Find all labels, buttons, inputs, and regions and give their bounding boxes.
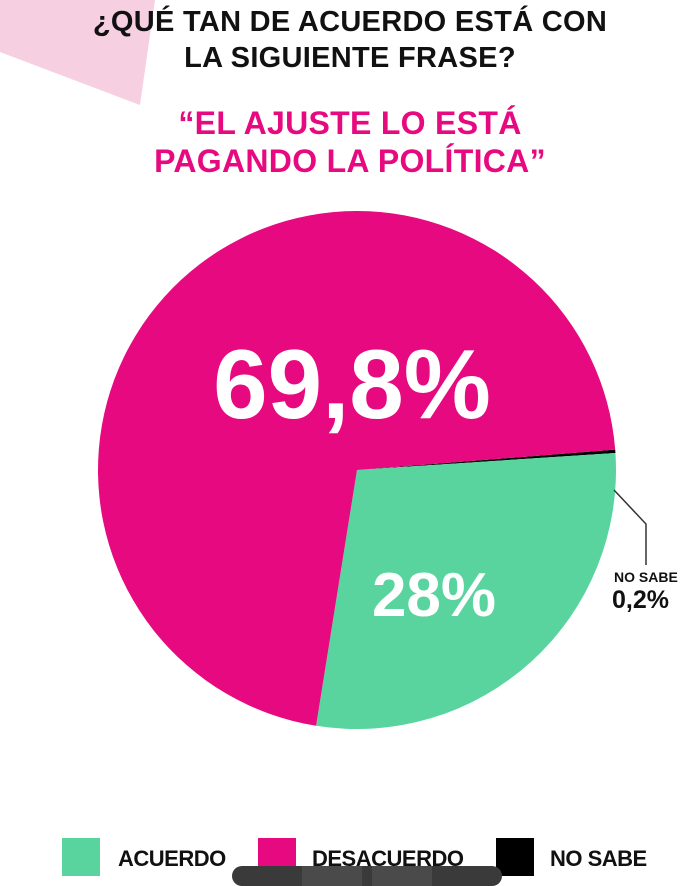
legend-label-no-sabe: NO SABE xyxy=(550,846,647,871)
bottom-toolbar[interactable] xyxy=(232,866,502,886)
acuerdo-percent-label: 28% xyxy=(372,561,496,630)
legend-swatch-acuerdo xyxy=(62,838,100,876)
toolbar-segment[interactable] xyxy=(302,866,362,886)
pie-slice-no-sabe xyxy=(357,449,616,470)
pie-slice-desacuerdo xyxy=(97,211,616,726)
no-sabe-callout-value: 0,2% xyxy=(612,586,669,614)
question-line-1: ¿QUÉ TAN DE ACUERDO ESTÁ CON xyxy=(92,6,608,38)
phrase-line-2: PAGANDO LA POLÍTICA” xyxy=(154,143,546,179)
question-line-2: LA SIGUIENTE FRASE? xyxy=(184,42,516,74)
legend-swatch-no-sabe xyxy=(496,838,534,876)
question-title: ¿QUÉ TAN DE ACUERDO ESTÁ CON LA SIGUIENT… xyxy=(0,4,700,76)
no-sabe-callout-line xyxy=(613,489,647,565)
corner-decoration xyxy=(0,0,155,105)
no-sabe-callout-title: NO SABE xyxy=(614,569,678,585)
quoted-phrase: “EL AJUSTE LO ESTÁ PAGANDO LA POLÍTICA” xyxy=(0,104,700,180)
pie-slice-acuerdo xyxy=(316,452,616,730)
legend-label-acuerdo: ACUERDO xyxy=(118,846,226,871)
toolbar-segment[interactable] xyxy=(372,866,432,886)
desacuerdo-percent-label: 69,8% xyxy=(213,329,491,439)
pie-slices xyxy=(97,211,616,730)
phrase-line-1: “EL AJUSTE LO ESTÁ xyxy=(178,105,522,141)
